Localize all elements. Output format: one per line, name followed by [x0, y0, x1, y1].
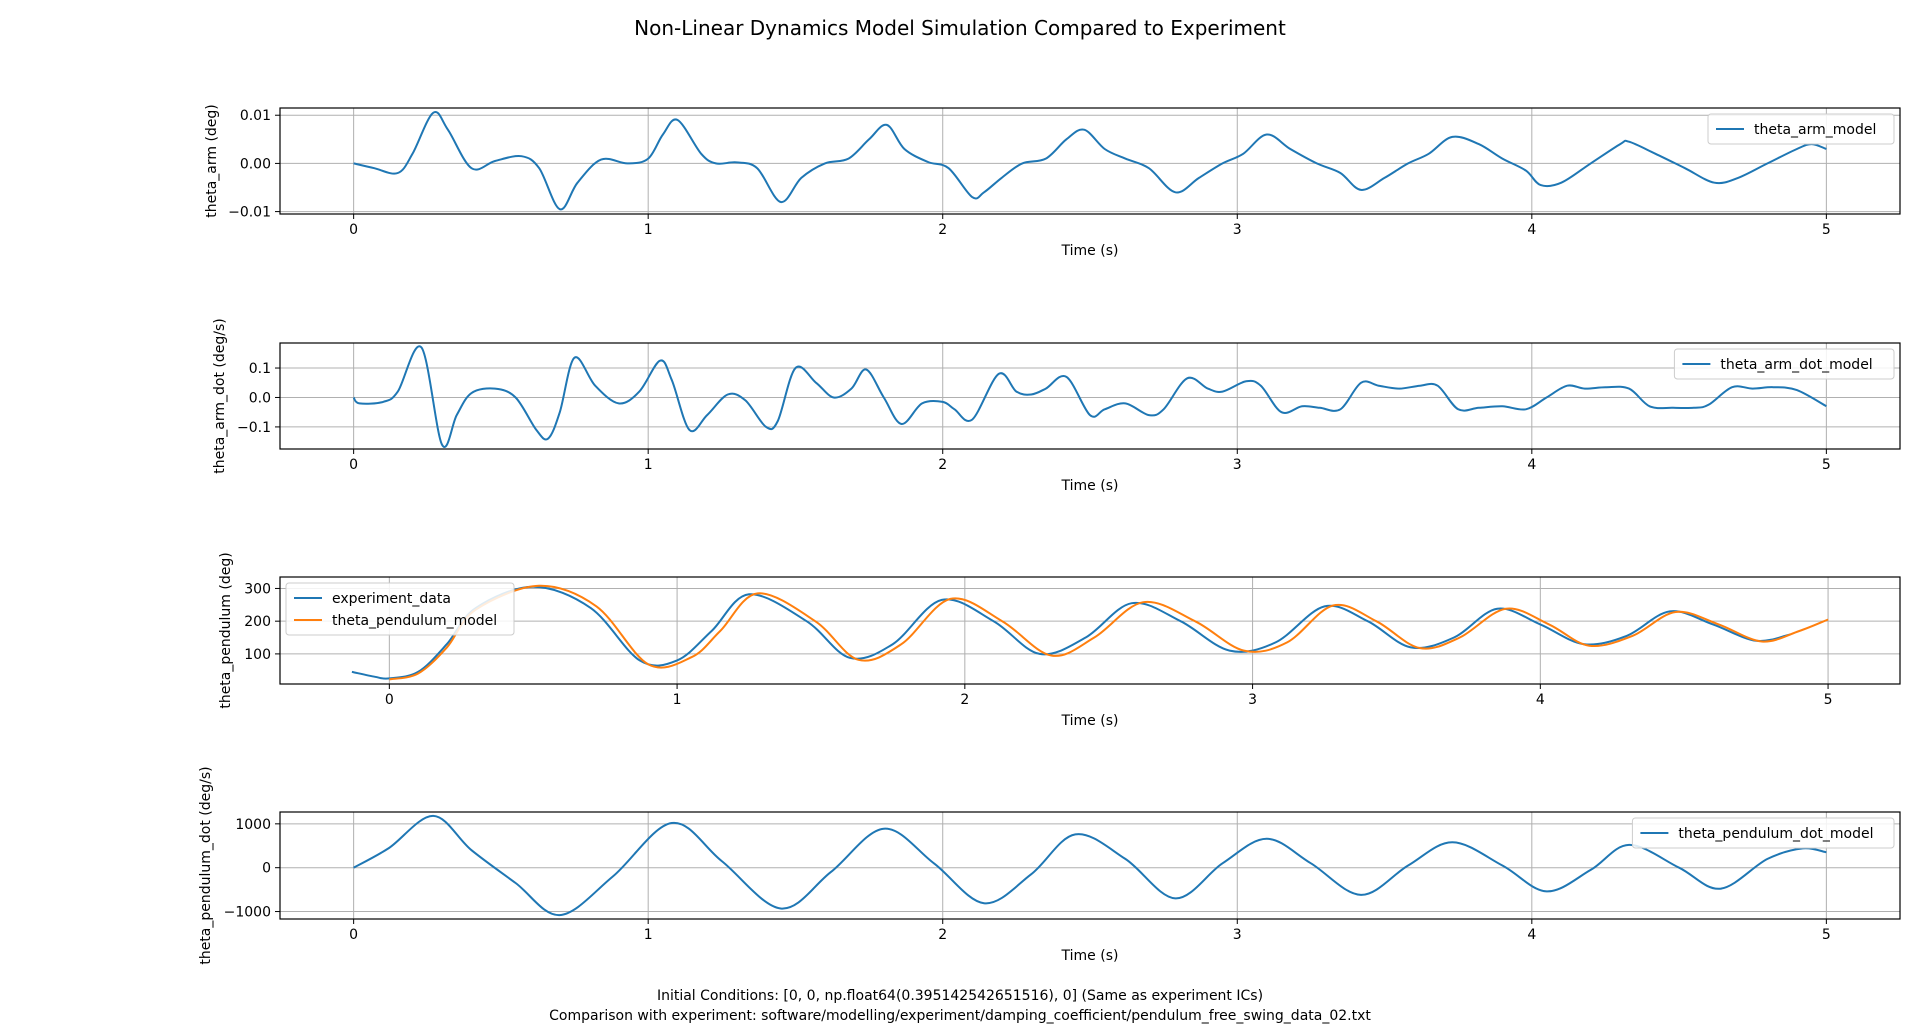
x-tick-label: 1 [644, 927, 653, 943]
series-line-experiment_data [351, 585, 1791, 680]
series-line-theta_pendulum_dot_model [353, 814, 1827, 917]
y-axis-label: theta_pendulum (deg) [218, 552, 234, 708]
legend-box [1707, 113, 1895, 145]
y-tick-label: 0 [262, 861, 271, 877]
legend-label: theta_arm_model [1754, 122, 1876, 138]
axes-frame [279, 576, 1901, 685]
x-axis-label: Time (s) [1061, 948, 1119, 964]
legend-label: experiment_data [332, 591, 451, 607]
x-tick-label: 4 [1527, 457, 1536, 473]
x-tick-label: 0 [349, 927, 358, 943]
series-line-theta_pendulum_model [389, 584, 1829, 681]
x-tick-label: 2 [960, 692, 969, 708]
x-tick-label: 2 [938, 222, 947, 238]
y-tick-label: 0.00 [240, 156, 271, 172]
x-axis-label: Time (s) [1061, 243, 1119, 259]
x-tick-label: 1 [644, 457, 653, 473]
y-tick-label: 0.01 [240, 108, 271, 124]
x-tick-label: 2 [938, 927, 947, 943]
y-tick-label: 0.1 [249, 361, 271, 377]
y-tick-label: 200 [244, 614, 271, 630]
y-tick-label: 300 [244, 581, 271, 597]
x-tick-label: 3 [1233, 222, 1242, 238]
x-axis-label: Time (s) [1061, 713, 1119, 729]
x-tick-label: 1 [644, 222, 653, 238]
legend-label: theta_pendulum_dot_model [1678, 826, 1873, 842]
series-line-theta_arm_dot_model [352, 345, 1827, 448]
x-tick-label: 5 [1824, 692, 1833, 708]
x-tick-label: 0 [385, 692, 394, 708]
x-tick-label: 0 [349, 457, 358, 473]
legend-box [1631, 817, 1895, 849]
subplot-4: 0 1 2 3 4 5 −1000 0 1000 Time (s) theta_pendulum_d… [198, 766, 1901, 965]
y-tick-label: −0.1 [237, 420, 271, 436]
legend-label: theta_pendulum_model [332, 613, 497, 629]
x-tick-label: 5 [1822, 457, 1831, 473]
experiment-file-caption: Comparison with experiment: software/mod… [549, 1008, 1371, 1024]
y-tick-label: −0.01 [228, 205, 271, 221]
x-tick-label: 1 [673, 692, 682, 708]
x-tick-label: 4 [1527, 222, 1536, 238]
y-tick-label: −1000 [224, 905, 271, 921]
legend-box [1673, 348, 1895, 380]
figure-title: Non-Linear Dynamics Model Simulation Com… [634, 16, 1286, 40]
x-tick-label: 4 [1527, 927, 1536, 943]
y-tick-label: 0.0 [249, 390, 271, 406]
subplot-2: 0 1 2 3 4 5 −0.1 0.0 0.1 Time (s) theta_arm_dot (d… [212, 318, 1901, 494]
legend-label: theta_arm_dot_model [1720, 357, 1872, 373]
x-tick-label: 0 [349, 222, 358, 238]
subplot-3: 0 1 2 3 4 5 100 200 300 Time (s) theta_pendulum (d… [218, 552, 1901, 729]
axes-frame [279, 107, 1901, 215]
y-axis-label: theta_arm (deg) [204, 104, 220, 218]
x-tick-label: 3 [1233, 927, 1242, 943]
x-tick-label: 5 [1822, 927, 1831, 943]
x-tick-label: 4 [1536, 692, 1545, 708]
x-tick-label: 5 [1822, 222, 1831, 238]
x-tick-label: 3 [1248, 692, 1257, 708]
x-axis-label: Time (s) [1061, 478, 1119, 494]
initial-conditions-caption: Initial Conditions: [0, 0, np.float64(0.… [656, 988, 1264, 1004]
legend-box [285, 582, 515, 636]
axes-frame [279, 342, 1901, 450]
axes-frame [279, 811, 1901, 920]
x-tick-label: 2 [938, 457, 947, 473]
x-tick-label: 3 [1233, 457, 1242, 473]
series-line-theta_arm_model [353, 111, 1827, 211]
y-tick-label: 1000 [235, 817, 271, 833]
y-tick-label: 100 [244, 647, 271, 663]
subplot-1: 0 1 2 3 4 5 −0.01 0.00 0.01 Time (s) theta_arm (de… [204, 104, 1901, 259]
y-axis-label: theta_arm_dot (deg/s) [212, 318, 228, 473]
y-axis-label: theta_pendulum_dot (deg/s) [198, 766, 214, 964]
